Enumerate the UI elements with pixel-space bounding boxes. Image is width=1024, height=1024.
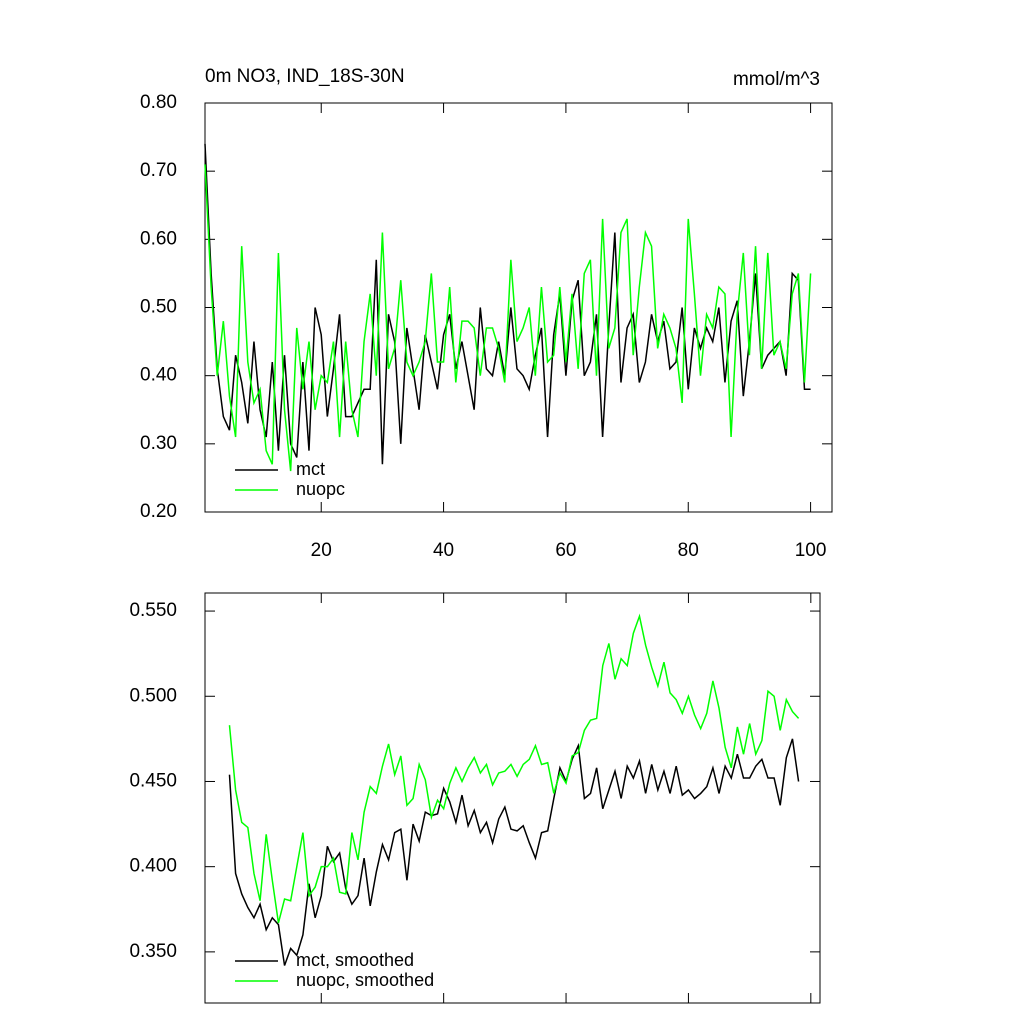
legend-label: nuopc, smoothed (296, 970, 434, 990)
series-line (204, 164, 812, 472)
plot-frame (204, 592, 821, 1004)
y-tick-label: 0.500 (129, 685, 177, 706)
legend-label: nuopc (296, 479, 345, 499)
y-tick-label: 0.80 (140, 92, 177, 113)
chart-title: 0m NO3, IND_18S-30N (205, 66, 405, 87)
x-tick-label: 20 (311, 540, 332, 561)
y-tick-label: 0.30 (140, 433, 177, 454)
y-tick-label: 0.50 (140, 297, 177, 318)
y-tick-label: 0.20 (140, 501, 177, 522)
y-tick-label: 0.40 (140, 365, 177, 386)
x-tick-label: 80 (678, 540, 699, 561)
x-tick-label: 40 (433, 540, 454, 561)
x-tick-label: 60 (555, 540, 576, 561)
legend-label: mct, smoothed (296, 950, 414, 970)
y-tick-label: 0.400 (129, 856, 177, 877)
legend-label: mct (296, 459, 325, 479)
y-tick-label: 0.550 (129, 600, 177, 621)
y-tick-label: 0.70 (140, 160, 177, 181)
series-line (228, 613, 800, 924)
y-tick-label: 0.450 (129, 770, 177, 791)
series-line (228, 738, 800, 966)
y-tick-label: 0.60 (140, 228, 177, 249)
series-line (204, 143, 811, 465)
x-tick-label: 100 (795, 540, 827, 561)
y-tick-label: 0.350 (129, 941, 177, 962)
units: mmol/m^3 (733, 69, 820, 90)
